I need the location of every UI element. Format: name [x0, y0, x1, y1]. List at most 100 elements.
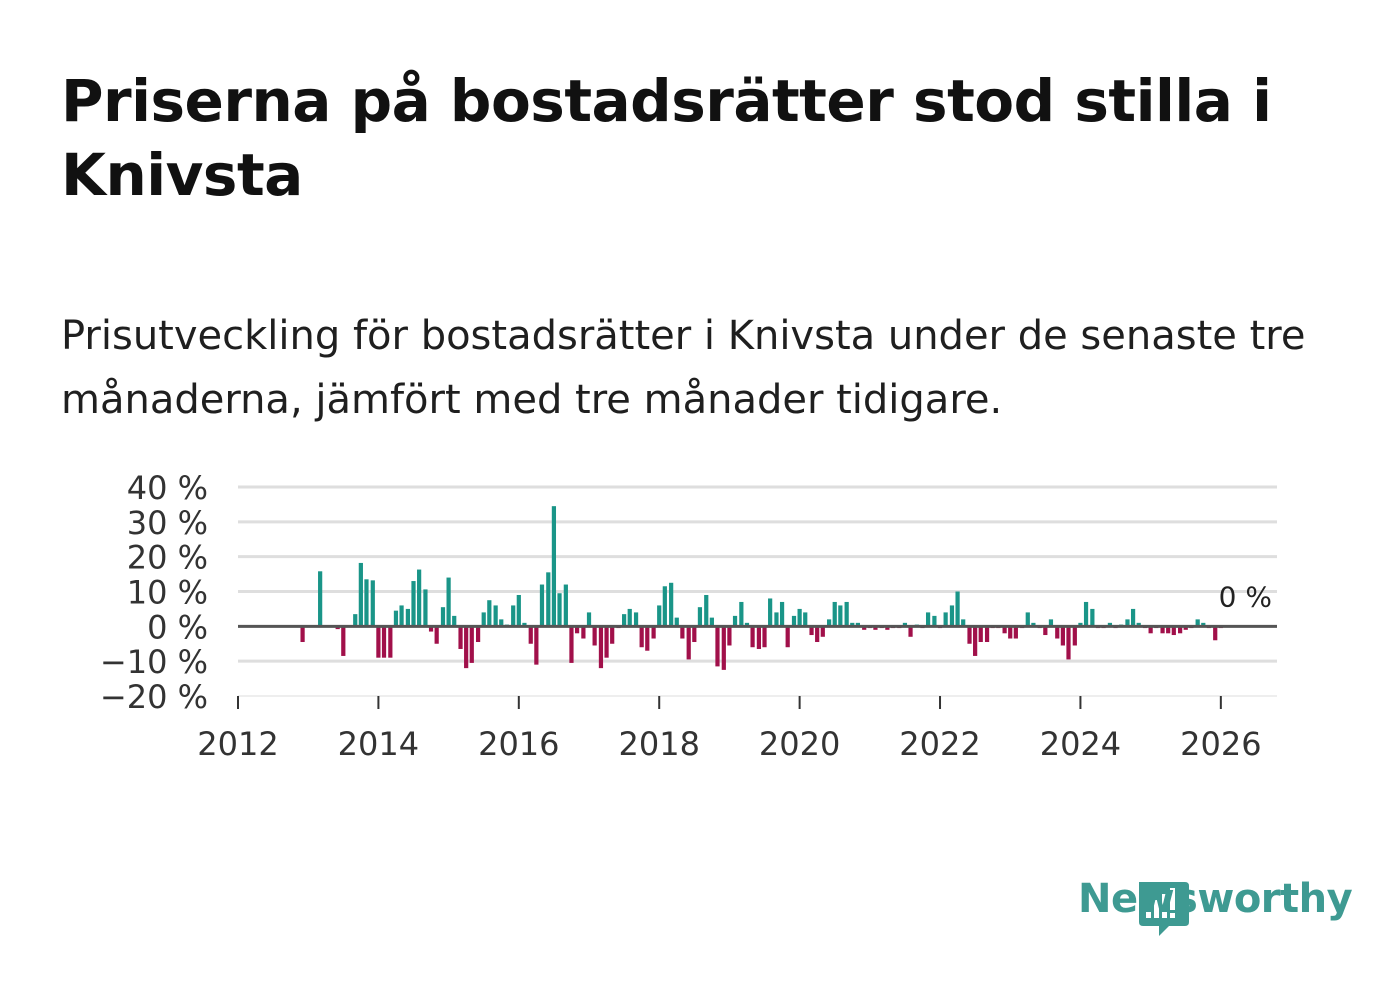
bar — [423, 589, 428, 627]
bar — [820, 626, 825, 637]
bar — [574, 626, 580, 634]
bar — [318, 571, 323, 627]
bar — [1025, 612, 1030, 627]
bar — [827, 619, 832, 627]
bar — [674, 617, 679, 627]
bar — [925, 612, 931, 627]
bar — [434, 626, 439, 644]
bar — [662, 586, 667, 627]
bar — [1048, 619, 1054, 627]
bar — [855, 622, 860, 627]
y-tick-label: 10 % — [127, 574, 208, 612]
bar — [1060, 626, 1065, 646]
bar — [1160, 626, 1165, 634]
bar — [955, 591, 960, 627]
bar — [850, 622, 855, 627]
bar — [458, 626, 463, 649]
bar — [902, 622, 908, 627]
bar — [862, 626, 867, 630]
bar — [411, 581, 416, 627]
bar — [563, 584, 568, 627]
bar — [499, 619, 504, 627]
bar — [774, 612, 779, 627]
bar — [1201, 622, 1206, 627]
latest-value-label: 0 % — [1219, 580, 1272, 613]
newsworthy-logo-icon — [1139, 882, 1189, 936]
bar — [493, 605, 498, 627]
bar — [1066, 626, 1071, 660]
bar — [704, 594, 709, 627]
bar — [1013, 626, 1018, 639]
bar — [1195, 619, 1200, 627]
bar — [622, 614, 627, 627]
bar — [873, 626, 878, 630]
bar — [546, 572, 551, 627]
bar — [370, 580, 375, 627]
bar — [961, 619, 966, 627]
bar — [680, 626, 685, 639]
bar — [1166, 626, 1171, 634]
bar — [475, 626, 481, 643]
bar — [697, 607, 703, 627]
y-tick-label: 40 % — [127, 469, 208, 507]
bar — [516, 594, 521, 627]
bar — [405, 608, 410, 627]
bar — [832, 601, 837, 627]
bar — [417, 569, 422, 627]
bar — [744, 622, 750, 627]
bar — [709, 617, 714, 627]
bar — [727, 626, 732, 646]
bar — [388, 626, 393, 658]
axes — [237, 624, 1277, 709]
bar — [645, 626, 650, 651]
bar — [943, 612, 948, 627]
bar — [908, 626, 913, 637]
x-tick-label: 2018 — [618, 725, 699, 763]
bar — [534, 626, 539, 665]
bar — [785, 626, 790, 648]
bar — [803, 612, 808, 627]
tick-labels: −20 %−10 %0 %10 %20 %30 %40 %2012 2014 201… — [100, 469, 1272, 763]
bar — [1148, 626, 1153, 634]
bar — [604, 626, 609, 658]
bar — [885, 626, 890, 630]
bar — [528, 626, 533, 644]
bar — [1002, 626, 1007, 634]
bar — [639, 626, 644, 648]
bar — [967, 626, 972, 644]
bar — [932, 615, 937, 627]
chart-subtitle: Prisutveckling för bostadsrätter i Knivs… — [61, 313, 1306, 423]
bar — [399, 605, 404, 627]
gridlines — [238, 485, 1277, 697]
bar — [358, 562, 363, 627]
bar — [598, 626, 604, 669]
x-tick-label: 2026 — [1180, 725, 1261, 763]
bar — [469, 626, 474, 663]
bar — [1178, 626, 1183, 634]
x-tick-label: 2014 — [338, 725, 419, 763]
bar — [739, 601, 744, 627]
bar — [750, 626, 755, 648]
bar — [393, 610, 399, 627]
bar — [551, 506, 557, 627]
bar — [949, 605, 955, 627]
bar — [300, 626, 305, 643]
bar — [522, 622, 527, 627]
bar — [732, 615, 738, 627]
bar — [487, 600, 492, 627]
bar — [1031, 622, 1036, 627]
bar — [1183, 626, 1188, 630]
bar — [779, 601, 785, 627]
bar — [768, 598, 773, 627]
bar — [1078, 622, 1083, 627]
y-tick-label: −20 % — [100, 678, 208, 716]
bar — [1008, 626, 1013, 639]
bar — [633, 612, 639, 627]
bar-chart: −20 %−10 %0 %10 %20 %30 %40 %2012 2014 201… — [100, 469, 1277, 763]
bar — [809, 626, 814, 636]
bar — [657, 605, 662, 627]
bar — [446, 577, 451, 627]
bar — [762, 626, 767, 648]
bar — [721, 626, 726, 670]
bar — [844, 601, 849, 627]
